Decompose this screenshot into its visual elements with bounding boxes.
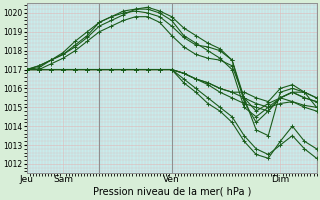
X-axis label: Pression niveau de la mer( hPa ): Pression niveau de la mer( hPa ) [92, 187, 251, 197]
